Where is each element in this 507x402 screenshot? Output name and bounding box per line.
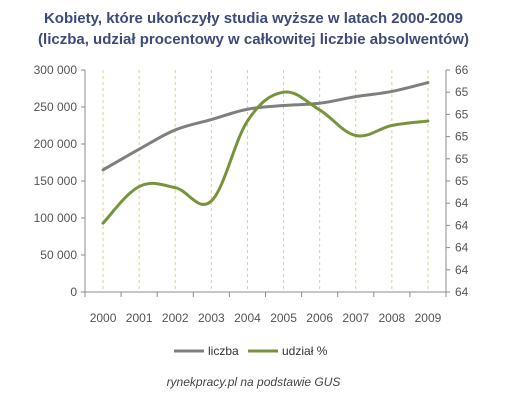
y-right-tick-label: 64 <box>455 285 469 299</box>
grid-lines <box>102 70 429 292</box>
data-point <box>282 91 285 94</box>
data-point <box>210 118 213 121</box>
data-point <box>246 120 249 123</box>
x-axis: 2000 2001 2002 2003 2004 2005 2006 2007 2008 2009 <box>84 292 447 325</box>
data-point <box>318 102 321 105</box>
data-point <box>138 148 141 151</box>
y-left-tick-label: 50 000 <box>40 248 77 262</box>
data-point <box>426 120 429 123</box>
y-left-tick-label: 200 000 <box>34 137 78 151</box>
data-point <box>138 185 141 188</box>
x-tick-label: 2007 <box>342 311 369 325</box>
data-point <box>174 128 177 131</box>
data-point <box>390 124 393 127</box>
y-left-tick-label: 150 000 <box>34 174 78 188</box>
y-left-tick-label: 250 000 <box>34 100 78 114</box>
x-tick-label: 2006 <box>306 311 333 325</box>
y-right-tick-label: 65 <box>455 130 469 144</box>
x-tick-label: 2004 <box>234 311 261 325</box>
y-right-tick-label: 64 <box>455 263 469 277</box>
y-right-tick-label: 65 <box>455 174 469 188</box>
y-right-tick-label: 65 <box>455 85 469 99</box>
data-point <box>426 81 429 84</box>
x-tick-label: 2009 <box>415 311 442 325</box>
x-tick-label: 2000 <box>90 311 117 325</box>
data-point <box>354 134 357 137</box>
data-point <box>318 108 321 111</box>
y-axis-left: 0 50 000 100 000 150 000 200 000 250 000 300 0… <box>34 63 85 299</box>
y-axis-right: 64 64 64 64 64 65 65 65 65 65 66 <box>446 63 469 299</box>
data-point <box>210 199 213 202</box>
data-point <box>282 104 285 107</box>
data-point <box>354 95 357 98</box>
series-line-liczba <box>101 81 430 172</box>
series-lines <box>101 81 430 225</box>
y-right-tick-label: 65 <box>455 107 469 121</box>
chart-subtitle: (liczba, udział procentowy w całkowitej … <box>38 31 469 48</box>
x-tick-label: 2001 <box>126 311 153 325</box>
y-right-tick-label: 64 <box>455 196 469 210</box>
x-tick-label: 2005 <box>270 311 297 325</box>
y-right-tick-label: 64 <box>455 218 469 232</box>
y-left-tick-label: 0 <box>70 285 77 299</box>
legend-label: udział % <box>282 344 328 358</box>
y-left-tick-label: 100 000 <box>34 211 78 225</box>
x-tick-label: 2002 <box>162 311 189 325</box>
legend-label: liczba <box>208 344 239 358</box>
series-line-udzial <box>101 90 430 225</box>
y-right-tick-label: 64 <box>455 241 469 255</box>
source-note: rynekpracy.pl na podstawie GUS <box>166 375 341 389</box>
chart-title: Kobiety, które ukończyły studia wyższe w… <box>43 10 464 27</box>
y-left-tick-label: 300 000 <box>34 63 78 77</box>
data-point <box>102 222 105 225</box>
x-tick-label: 2003 <box>198 311 225 325</box>
data-point <box>246 108 249 111</box>
data-point <box>102 168 105 171</box>
y-right-tick-label: 65 <box>455 152 469 166</box>
data-point <box>390 90 393 93</box>
legend: liczba udział % <box>174 344 328 358</box>
y-right-tick-label: 66 <box>455 63 469 77</box>
data-point <box>174 186 177 189</box>
x-tick-label: 2008 <box>378 311 405 325</box>
